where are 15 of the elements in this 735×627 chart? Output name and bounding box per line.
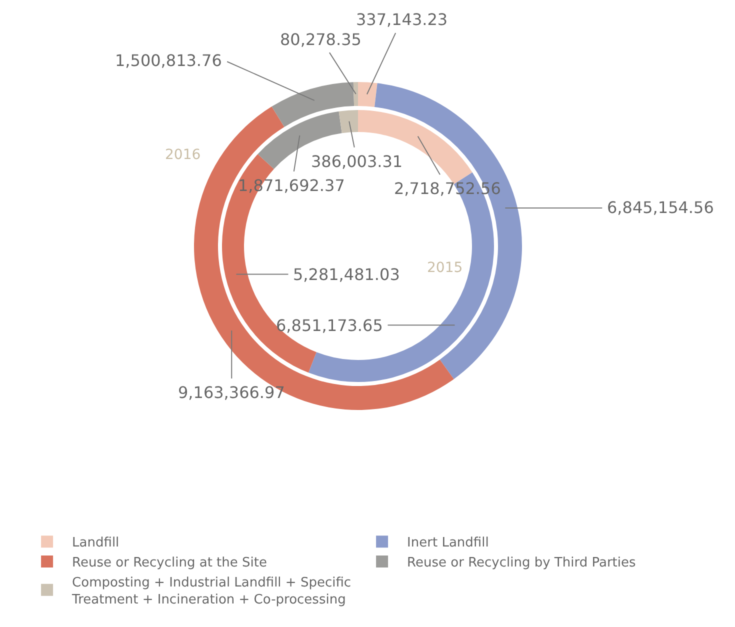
legend-label: Landfill <box>72 536 120 551</box>
slice-label: 2015 <box>427 260 463 276</box>
data-label: 6,851,173.65 <box>276 316 383 335</box>
data-label: 6,845,154.56 <box>607 198 714 217</box>
data-label: 1,500,813.76 <box>115 51 222 70</box>
data-label: 9,163,366.97 <box>178 383 285 402</box>
data-label: 5,281,481.03 <box>293 265 400 284</box>
data-label: 386,003.31 <box>311 152 403 171</box>
slice-label: 2016 <box>165 147 201 163</box>
legend-label: Reuse or Recycling by Third Parties <box>407 556 636 571</box>
data-label: 80,278.35 <box>280 30 362 49</box>
legend-label: Composting + Industrial Landfill + Specific Treatment + Incineration + Co-processing <box>71 576 352 608</box>
legend-label: Reuse or Recycling at the Site <box>72 556 267 571</box>
data-label: 337,143.23 <box>356 10 448 29</box>
legend-label: Inert Landfill <box>407 536 489 551</box>
